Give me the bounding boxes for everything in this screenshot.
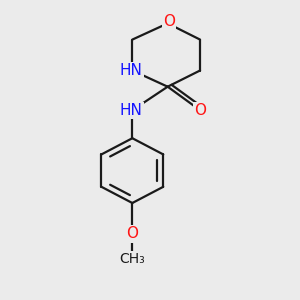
Text: CH₃: CH₃	[119, 252, 145, 266]
Text: HN: HN	[119, 63, 142, 78]
Text: HN: HN	[119, 103, 142, 118]
Text: O: O	[126, 226, 138, 242]
Text: O: O	[163, 14, 175, 29]
Text: O: O	[194, 103, 206, 118]
